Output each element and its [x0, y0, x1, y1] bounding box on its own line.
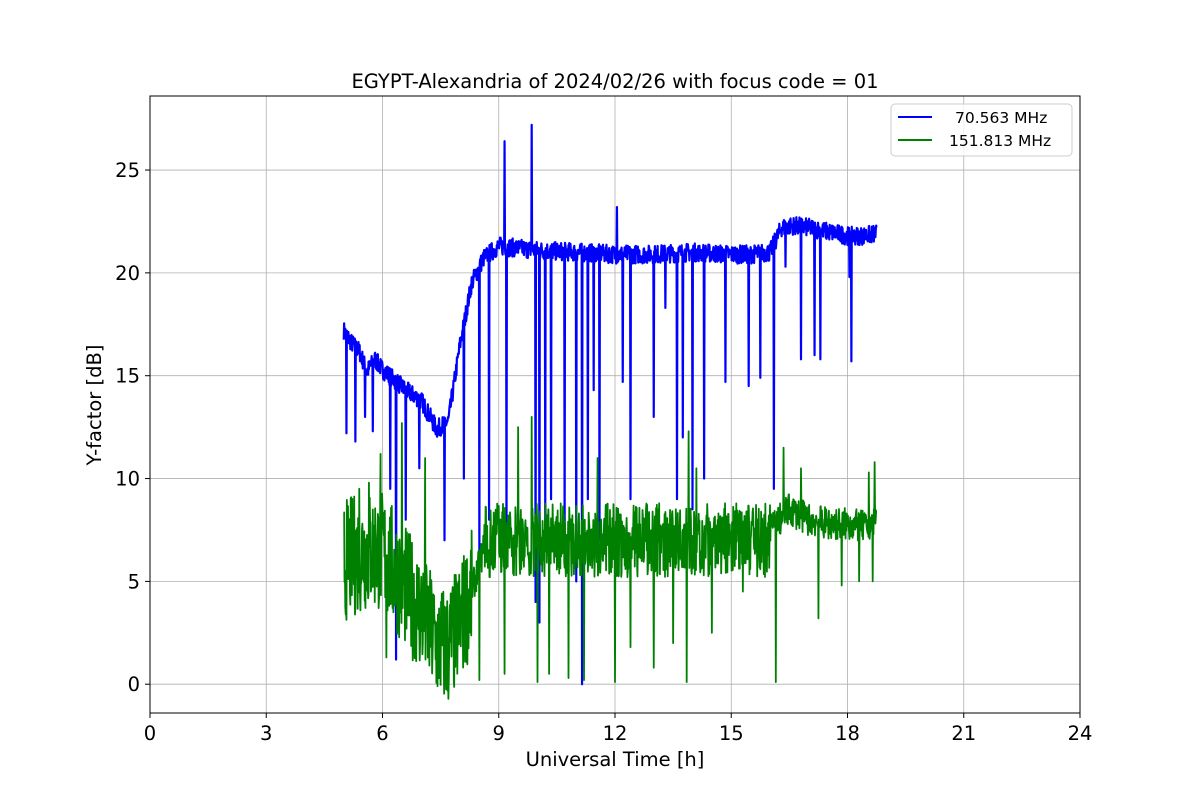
y-tick-label: 20: [115, 262, 140, 285]
axis-ticks: 0 3 6 9 12 15 18 21 24 0 5 10 15 20 25: [115, 159, 1092, 745]
legend: 70.563 MHz 151.813 MHz: [890, 103, 1073, 157]
y-tick-label: 25: [115, 159, 140, 182]
x-tick-label: 12: [603, 722, 628, 745]
x-tick-label: 3: [260, 722, 272, 745]
x-tick-label: 15: [719, 722, 744, 745]
x-tick-label: 21: [951, 722, 976, 745]
legend-box: [890, 103, 1073, 157]
series-line-1: [343, 415, 878, 700]
x-tick-label: 18: [835, 722, 860, 745]
series-0: [342, 123, 878, 686]
x-tick-label: 0: [144, 722, 156, 745]
legend-label-70-mhz: 70.563 MHz: [955, 109, 1047, 127]
y-axis-label: Y-factor [dB]: [83, 345, 106, 467]
plot-series: [342, 123, 878, 700]
legend-label-151-mhz: 151.813 MHz: [949, 132, 1051, 150]
x-tick-label: 6: [376, 722, 388, 745]
y-tick-label: 5: [128, 570, 140, 593]
series-1: [343, 415, 878, 700]
series-line-0: [342, 123, 878, 686]
y-tick-label: 0: [128, 673, 140, 696]
x-tick-label: 24: [1068, 722, 1093, 745]
y-tick-label: 10: [115, 468, 140, 491]
y-tick-label: 15: [115, 365, 140, 388]
chart-title: EGYPT-Alexandria of 2024/02/26 with focu…: [351, 70, 878, 93]
x-axis-label: Universal Time [h]: [526, 748, 705, 771]
x-tick-label: 9: [493, 722, 505, 745]
